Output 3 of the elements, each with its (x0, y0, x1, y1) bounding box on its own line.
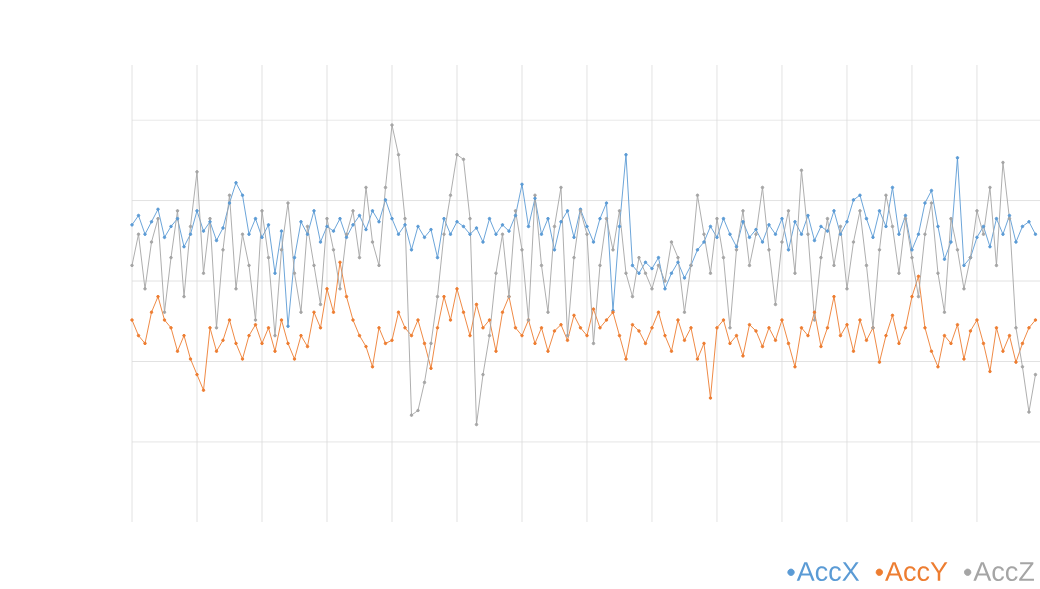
legend-label: AccZ (973, 562, 1034, 582)
legend-label: AccY (885, 562, 948, 582)
legend-label: AccX (796, 562, 860, 582)
